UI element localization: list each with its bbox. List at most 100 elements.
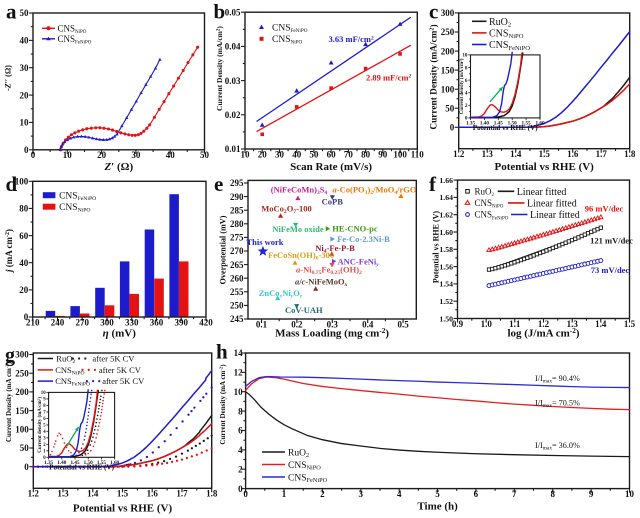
svg-text:1.6: 1.6 [147, 489, 159, 499]
svg-text:Current density (mA/cm2): Current density (mA/cm2) [458, 58, 465, 114]
svg-text:285: 285 [230, 205, 244, 215]
svg-text:1.55: 1.55 [522, 120, 531, 126]
svg-text:0: 0 [238, 484, 243, 494]
svg-text:1.4: 1.4 [87, 489, 99, 499]
svg-text:NiFeMo oxide: NiFeMo oxide [272, 224, 323, 234]
svg-text:0.4: 0.4 [362, 319, 374, 329]
svg-text:290: 290 [230, 192, 244, 202]
svg-text:200: 200 [441, 46, 455, 56]
svg-text:HE-CNO-pc: HE-CNO-pc [332, 224, 378, 234]
svg-text:295: 295 [230, 178, 244, 188]
svg-text:100: 100 [441, 84, 455, 94]
svg-text:Current Density (mA/cm2): Current Density (mA/cm2) [215, 26, 224, 111]
svg-text:RuO2: RuO2 [288, 448, 309, 459]
svg-text:1.3: 1.3 [482, 149, 494, 159]
svg-text:1.52: 1.52 [439, 297, 453, 306]
svg-text:250: 250 [230, 301, 244, 311]
svg-text:1.45: 1.45 [70, 460, 79, 466]
svg-text:1.54: 1.54 [439, 280, 453, 289]
svg-text:50: 50 [20, 8, 30, 18]
svg-text:1.50: 1.50 [84, 460, 93, 466]
svg-text:110: 110 [411, 149, 425, 159]
svg-text:300: 300 [441, 8, 455, 18]
svg-text:1.58: 1.58 [439, 245, 453, 254]
svg-text:CNSFeNiPO: CNSFeNiPO [489, 40, 530, 52]
svg-text:0.03: 0.03 [225, 76, 241, 86]
svg-text:40: 40 [292, 149, 302, 159]
svg-text:CNSNiPO: CNSNiPO [475, 198, 504, 210]
svg-text:1.2: 1.2 [538, 319, 550, 329]
svg-text:CoPB: CoPB [322, 197, 344, 207]
svg-text:d: d [6, 172, 18, 196]
svg-text:1.4: 1.4 [510, 149, 522, 159]
svg-text:1.8: 1.8 [206, 489, 218, 499]
svg-text:4: 4 [397, 489, 402, 499]
svg-text:η (mV): η (mV) [103, 328, 137, 340]
svg-text:Time (h): Time (h) [417, 501, 458, 513]
svg-text:390: 390 [174, 317, 188, 327]
svg-text:150: 150 [15, 406, 29, 416]
svg-text:1.66: 1.66 [439, 176, 453, 185]
svg-text:1.2: 1.2 [453, 149, 465, 159]
svg-text:20: 20 [97, 150, 107, 160]
svg-text:Potential vs RHE (V): Potential vs RHE (V) [495, 161, 595, 173]
svg-text:260: 260 [230, 273, 244, 283]
svg-text:9: 9 [589, 489, 594, 499]
svg-text:0.1: 0.1 [256, 319, 268, 329]
svg-text:1.55: 1.55 [97, 460, 106, 466]
svg-text:300: 300 [15, 350, 29, 360]
svg-text:2: 2 [320, 489, 325, 499]
svg-text:40: 40 [20, 36, 30, 46]
svg-text:MoCo2O7-100: MoCo2O7-100 [261, 203, 311, 215]
svg-text:1.0: 1.0 [481, 319, 493, 329]
svg-text:245: 245 [230, 314, 244, 324]
svg-text:10: 10 [241, 149, 251, 159]
svg-text:10: 10 [234, 387, 244, 397]
svg-text:4: 4 [465, 91, 468, 97]
svg-text:50: 50 [445, 103, 455, 113]
svg-text:7: 7 [512, 489, 517, 499]
svg-text:96 mV/dec: 96 mV/dec [585, 204, 624, 214]
svg-text:This work: This work [246, 237, 283, 247]
svg-text:20: 20 [19, 285, 29, 295]
svg-text:(NiFeCoMn)3S4: (NiFeCoMn)3S4 [271, 185, 328, 197]
svg-text:1.2: 1.2 [28, 489, 40, 499]
svg-text:1.1: 1.1 [509, 319, 521, 329]
svg-text:FeCoSn(OH)6-300: FeCoSn(OH)6-300 [268, 250, 334, 262]
svg-text:8: 8 [550, 489, 555, 499]
svg-text:Current density (mA/cm2): Current density (mA/cm2) [36, 397, 43, 453]
svg-text:90: 90 [378, 149, 388, 159]
svg-text:1.5: 1.5 [624, 319, 636, 329]
svg-text:1.56: 1.56 [439, 262, 453, 271]
svg-text:1.64: 1.64 [439, 193, 453, 202]
svg-text:1.60: 1.60 [439, 228, 453, 237]
svg-text:8: 8 [238, 406, 243, 416]
svg-text:1.6: 1.6 [567, 149, 579, 159]
svg-text:1.5: 1.5 [539, 149, 551, 159]
svg-text:j (mA cm-2): j (mA cm-2) [4, 229, 14, 274]
svg-text:2.89 mF/cm2: 2.89 mF/cm2 [366, 73, 412, 83]
svg-text:8: 8 [465, 65, 468, 71]
svg-text:1.4: 1.4 [595, 319, 607, 329]
svg-text:0: 0 [450, 123, 455, 133]
svg-text:40: 40 [19, 258, 29, 268]
svg-text:ZnCoxNiyOz: ZnCoxNiyOz [259, 288, 303, 300]
svg-text:10: 10 [63, 150, 73, 160]
svg-text:255: 255 [230, 287, 244, 297]
svg-text:2: 2 [43, 443, 46, 448]
svg-text:a-Ni0.75Fe0.25(OH)2: a-Ni0.75Fe0.25(OH)2 [296, 265, 362, 277]
svg-text:RuO2: RuO2 [56, 354, 75, 366]
svg-text:7: 7 [43, 411, 46, 416]
svg-text:0: 0 [24, 145, 29, 155]
svg-text:275: 275 [230, 233, 244, 243]
svg-text:12: 12 [234, 368, 244, 378]
svg-text:CNSFeNiPO: CNSFeNiPO [475, 210, 509, 222]
svg-text:100: 100 [15, 177, 29, 187]
svg-text:0.02: 0.02 [225, 110, 241, 120]
svg-text:270: 270 [230, 246, 244, 256]
svg-text:a/c-NiFeMoOx: a/c-NiFeMoOx [295, 276, 348, 288]
svg-text:360: 360 [150, 317, 164, 327]
svg-text:20: 20 [258, 149, 268, 159]
svg-text:0.04: 0.04 [225, 42, 241, 52]
svg-text:10: 10 [625, 489, 635, 499]
